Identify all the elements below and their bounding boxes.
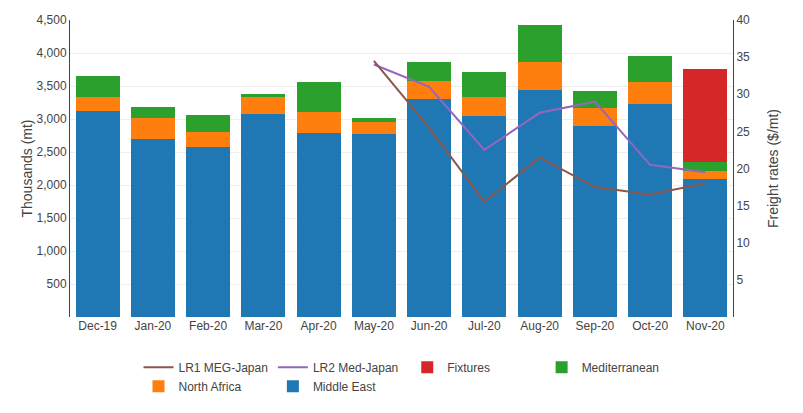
svg-text:2,000: 2,000 [37, 178, 67, 192]
svg-text:10: 10 [736, 236, 750, 250]
svg-text:35: 35 [736, 50, 750, 64]
svg-text:Jul-20: Jul-20 [468, 319, 501, 333]
svg-text:4,000: 4,000 [37, 46, 67, 60]
svg-text:North Africa: North Africa [179, 380, 242, 394]
svg-text:Middle East: Middle East [313, 380, 376, 394]
svg-text:Mediterranean: Mediterranean [582, 361, 659, 375]
svg-text:Apr-20: Apr-20 [301, 319, 337, 333]
svg-text:2,500: 2,500 [37, 145, 67, 159]
svg-text:3,000: 3,000 [37, 112, 67, 126]
svg-text:Thousands (mt): Thousands (mt) [19, 119, 35, 217]
svg-text:Aug-20: Aug-20 [520, 319, 559, 333]
svg-text:30: 30 [736, 87, 750, 101]
svg-text:500: 500 [47, 277, 67, 291]
svg-text:5: 5 [736, 273, 743, 287]
svg-text:3,500: 3,500 [37, 79, 67, 93]
svg-text:LR2 Med-Japan: LR2 Med-Japan [313, 361, 398, 375]
svg-text:Nov-20: Nov-20 [686, 319, 725, 333]
svg-text:Dec-19: Dec-19 [78, 319, 117, 333]
svg-text:1,000: 1,000 [37, 244, 67, 258]
svg-text:20: 20 [736, 162, 750, 176]
svg-text:4,500: 4,500 [37, 13, 67, 27]
svg-text:Fixtures: Fixtures [447, 361, 490, 375]
svg-text:Mar-20: Mar-20 [244, 319, 282, 333]
svg-text:Freight rates ($/mt): Freight rates ($/mt) [765, 109, 781, 228]
svg-text:1,500: 1,500 [37, 211, 67, 225]
svg-text:40: 40 [736, 13, 750, 27]
svg-text:25: 25 [736, 125, 750, 139]
svg-text:Oct-20: Oct-20 [632, 319, 668, 333]
svg-text:Feb-20: Feb-20 [189, 319, 227, 333]
svg-text:15: 15 [736, 199, 750, 213]
svg-text:May-20: May-20 [354, 319, 394, 333]
svg-text:Jan-20: Jan-20 [135, 319, 172, 333]
svg-text:Sep-20: Sep-20 [576, 319, 615, 333]
svg-text:Jun-20: Jun-20 [411, 319, 448, 333]
svg-text:LR1 MEG-Japan: LR1 MEG-Japan [179, 361, 268, 375]
